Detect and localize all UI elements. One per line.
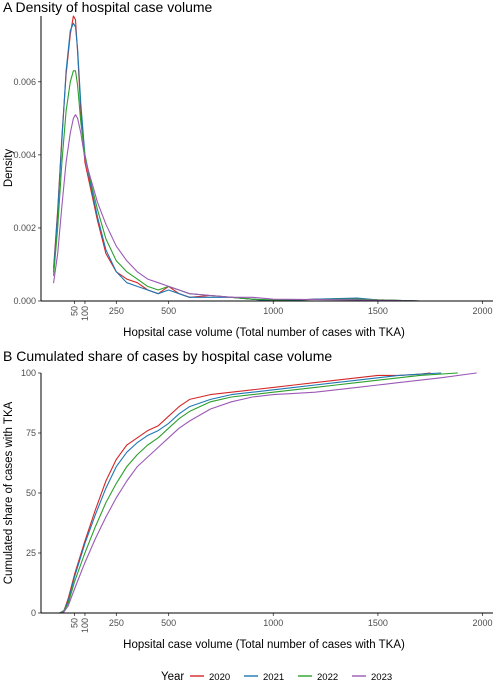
cumulated-share-y-tick-label: 100 (21, 368, 36, 378)
cumulated-share-x-tick-label: 100 (80, 618, 90, 633)
cumulated-share-x-tick-label: 50 (69, 618, 79, 628)
legend-items: 2020 2021 2022 2023 (190, 672, 392, 683)
density-x-tick-label: 50 (69, 306, 79, 316)
legend-label-2020: 2020 (209, 672, 230, 683)
legend-title: Year (161, 671, 184, 683)
cumulated-share-line-2023 (59, 372, 477, 614)
density-x-tick-label: 500 (161, 306, 176, 316)
density-x-tick-label: 2000 (473, 306, 493, 316)
legend: Year 2020 2021 2022 2023 (161, 671, 392, 683)
cumulated-share-line-2022 (59, 372, 458, 614)
density-x-tick-label: 100 (80, 306, 90, 321)
cumulated-share-x-tick-label: 1000 (263, 618, 283, 628)
density-line-2020 (53, 15, 484, 302)
density-x-tick-label: 1500 (368, 306, 388, 316)
legend-label-2021: 2021 (263, 672, 284, 683)
legend-label-2023: 2023 (371, 672, 392, 683)
cumulated-share-series (59, 372, 477, 614)
legend-label-2022: 2022 (317, 672, 338, 683)
density-y-tick-label: 0.000 (13, 296, 36, 306)
cumulated-share-panel: B Cumulated share of cases by hospital c… (3, 348, 493, 651)
cumulated-share-x-tick-label: 500 (161, 618, 176, 628)
cumulated-share-y-axis-title: Cumulated share of cases with TKA (3, 401, 15, 584)
density-x-tick-label: 250 (109, 306, 124, 316)
density-y-tick-label: 0.004 (13, 150, 36, 160)
cumulated-share-y-tick-label: 0 (31, 608, 36, 618)
density-panel: A Density of hospital case volume Densit… (3, 0, 493, 339)
cumulated-share-line-2020 (59, 372, 431, 614)
density-x-tick-label: 1000 (263, 306, 283, 316)
cumulated-share-x-axis-title: Hopsital case volume (Total number of ca… (123, 639, 405, 651)
cumulated-share-x-tick-label: 2000 (473, 618, 493, 628)
density-line-2023 (53, 114, 484, 302)
density-panel-title: A Density of hospital case volume (3, 0, 213, 15)
density-ticks: 0.000 0.002 0.004 0.006 50 100 250 500 1000 1500 2… (13, 77, 492, 321)
density-series (53, 15, 484, 302)
cumulated-share-y-tick-label: 50 (26, 488, 36, 498)
density-y-tick-label: 0.002 (13, 223, 36, 233)
density-line-2022 (53, 70, 484, 302)
cumulated-share-x-tick-label: 1500 (368, 618, 388, 628)
density-y-axis-title: Density (3, 149, 15, 188)
density-x-axis-title: Hopsital case volume (Total number of ca… (123, 327, 405, 339)
cumulated-share-y-tick-label: 75 (26, 428, 36, 438)
cumulated-share-panel-title: B Cumulated share of cases by hospital c… (3, 348, 332, 364)
cumulated-share-x-tick-label: 250 (109, 618, 124, 628)
density-line-2021 (53, 22, 484, 302)
cumulated-share-y-tick-label: 25 (26, 548, 36, 558)
density-y-tick-label: 0.006 (13, 77, 36, 87)
cumulated-share-line-2021 (59, 372, 442, 614)
